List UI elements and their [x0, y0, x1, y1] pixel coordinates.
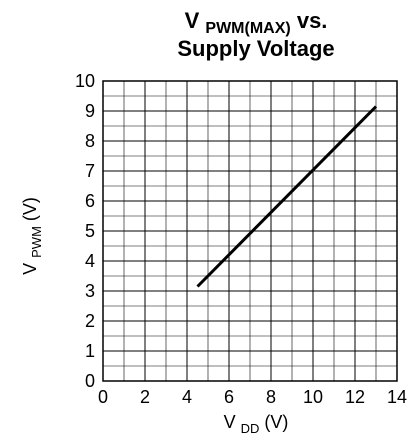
plot-area-frame — [102, 80, 398, 382]
y-axis-label-subscript: PWM — [29, 226, 44, 258]
y-tick-label: 4 — [85, 251, 95, 271]
chart-title-subscript: PWM(MAX) — [205, 20, 290, 37]
y-tick-label: 8 — [85, 131, 95, 151]
chart-title-main: V — [185, 8, 200, 33]
y-tick-label: 3 — [85, 281, 95, 301]
chart-title-suffix: vs. — [297, 8, 328, 33]
y-tick-label: 1 — [85, 341, 95, 361]
x-tick-labels: 0 2 4 6 8 10 12 14 — [98, 387, 407, 407]
x-tick-label: 4 — [182, 387, 192, 407]
chart-title-line2: Supply Voltage — [177, 36, 334, 61]
y-axis-label: V PWM (V) — [20, 197, 45, 275]
x-tick-label: 14 — [387, 387, 407, 407]
x-tick-label: 8 — [266, 387, 276, 407]
chart-title-line1: V PWM(MAX) vs. — [185, 8, 328, 38]
y-axis-label-suffix: (V) — [20, 197, 40, 221]
y-tick-label: 10 — [75, 71, 95, 91]
x-axis-label-subscript: DD — [241, 421, 260, 436]
x-tick-label: 2 — [140, 387, 150, 407]
y-tick-label: 2 — [85, 311, 95, 331]
y-tick-label: 0 — [85, 371, 95, 391]
x-axis-label: V DD (V) — [224, 412, 289, 437]
x-tick-label: 0 — [98, 387, 108, 407]
x-axis-label-suffix: (V) — [264, 412, 288, 432]
y-tick-label: 9 — [85, 101, 95, 121]
series-layer — [196, 105, 378, 288]
x-tick-label: 12 — [345, 387, 365, 407]
series-line — [196, 105, 378, 288]
y-tick-label: 5 — [85, 221, 95, 241]
y-tick-label: 7 — [85, 161, 95, 181]
y-tick-label: 6 — [85, 191, 95, 211]
x-tick-label: 6 — [224, 387, 234, 407]
x-tick-label: 10 — [303, 387, 323, 407]
x-axis-label-main: V — [224, 412, 236, 432]
y-axis-label-main: V — [20, 263, 40, 275]
y-tick-labels: 0 1 2 3 4 5 6 7 8 9 10 — [75, 71, 95, 391]
